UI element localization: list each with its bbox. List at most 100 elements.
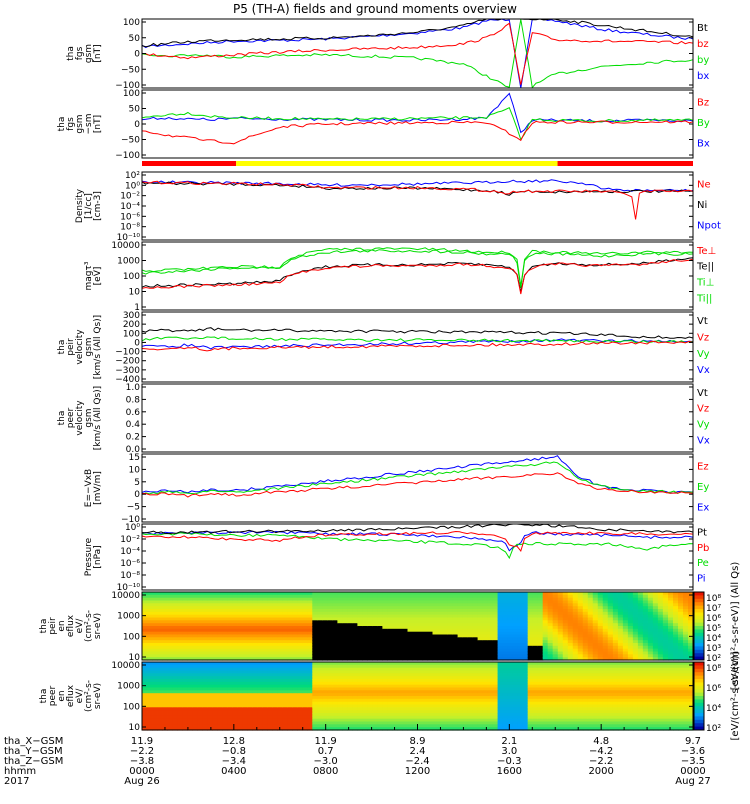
heatmap-cell	[508, 654, 514, 657]
heatmap-cell	[678, 629, 684, 632]
heatmap-cell	[162, 646, 168, 649]
heatmap-cell	[653, 595, 659, 598]
heatmap-cell	[428, 707, 434, 710]
heatmap-cell	[297, 637, 303, 640]
heatmap-cell	[217, 629, 223, 632]
heatmap-cell	[518, 716, 524, 719]
plot-title: P5 (TH-A) fields and ground moments over…	[233, 2, 517, 16]
heatmap-cell	[488, 716, 494, 719]
heatmap-cell	[172, 707, 178, 710]
heatmap-cell	[367, 620, 373, 623]
heatmap-cell	[658, 629, 664, 632]
heatmap-cell	[212, 654, 218, 657]
heatmap-cell	[663, 612, 669, 615]
heatmap-cell	[403, 637, 409, 640]
heatmap-cell	[352, 716, 358, 719]
heatmap-cell	[302, 716, 308, 719]
heatmap-cell	[523, 673, 529, 676]
heatmap-cell	[438, 699, 444, 702]
heatmap-cell	[142, 637, 148, 640]
heatmap-cell	[322, 629, 328, 632]
heatmap-cell	[643, 646, 649, 649]
heatmap-cell	[418, 620, 424, 623]
heatmap-cell	[247, 654, 253, 657]
heatmap-cell	[413, 612, 419, 615]
heatmap-cell	[187, 690, 193, 693]
heatmap-cell	[317, 654, 323, 657]
heatmap-cell	[543, 673, 549, 676]
y-tick-label: 50	[129, 34, 141, 44]
heatmap-cell	[302, 603, 308, 606]
heatmap-cell	[418, 690, 424, 693]
heatmap-cell	[212, 665, 218, 668]
heatmap-cell	[393, 707, 399, 710]
heatmap-cell	[382, 682, 388, 685]
colorbar-cell	[694, 619, 704, 623]
heatmap-cell	[488, 654, 494, 657]
heatmap-cell	[307, 637, 313, 640]
heatmap-cell	[458, 637, 464, 640]
heatmap-cell	[643, 612, 649, 615]
heatmap-cell	[247, 637, 253, 640]
heatmap-cell	[593, 646, 599, 649]
heatmap-cell	[387, 595, 393, 598]
heatmap-cell	[443, 707, 449, 710]
ylabel-efield: E=−VxB[mV/m]	[84, 469, 103, 507]
heatmap-cell	[177, 707, 183, 710]
heatmap-cell	[152, 716, 158, 719]
mode-bar-segment-slow	[236, 161, 557, 166]
heatmap-cell	[317, 707, 323, 710]
heatmap-cell	[578, 646, 584, 649]
heatmap-cell	[352, 690, 358, 693]
heatmap-cell	[463, 665, 469, 668]
heatmap-cell	[483, 690, 489, 693]
ylabel-pressure: Pressure[nPa]	[84, 537, 103, 576]
heatmap-cell	[478, 724, 484, 727]
heatmap-cell	[533, 673, 539, 676]
heatmap-cell	[352, 603, 358, 606]
heatmap-cell	[498, 690, 504, 693]
heatmap-cell	[377, 620, 383, 623]
heatmap-cell	[578, 637, 584, 640]
heatmap-cell	[553, 654, 559, 657]
heatmap-cell	[242, 707, 248, 710]
heatmap-cell	[458, 612, 464, 615]
heatmap-cell	[297, 629, 303, 632]
heatmap-cell	[167, 690, 173, 693]
heatmap-cell	[197, 707, 203, 710]
heatmap-cell	[192, 699, 198, 702]
heatmap-cell	[563, 637, 569, 640]
heatmap-cell	[483, 699, 489, 702]
heatmap-cell	[403, 673, 409, 676]
heatmap-cell	[352, 682, 358, 685]
mode-bar-segment-fast	[558, 161, 693, 166]
heatmap-cell	[593, 612, 599, 615]
heatmap-cell	[302, 595, 308, 598]
heatmap-cell	[347, 629, 353, 632]
heatmap-cell	[312, 690, 318, 693]
heatmap-cell	[162, 603, 168, 606]
heatmap-cell	[312, 716, 318, 719]
heatmap-cell	[398, 699, 404, 702]
heatmap-cell	[207, 620, 213, 623]
heatmap-cell	[633, 595, 639, 598]
heatmap-cell	[498, 595, 504, 598]
heatmap-cell	[633, 637, 639, 640]
heatmap-cell	[232, 603, 238, 606]
heatmap-cell	[513, 646, 519, 649]
heatmap-cell	[282, 629, 288, 632]
heatmap-cell	[528, 603, 534, 606]
heatmap-cell	[503, 629, 509, 632]
heatmap-cell	[548, 629, 554, 632]
heatmap-cell	[262, 673, 268, 676]
heatmap-cell	[448, 646, 454, 649]
heatmap-cell	[347, 646, 353, 649]
heatmap-cell	[352, 699, 358, 702]
heatmap-cell	[207, 690, 213, 693]
heatmap-cell	[678, 595, 684, 598]
panel-background	[142, 19, 693, 88]
heatmap-cell	[423, 699, 429, 702]
heatmap-cell	[297, 707, 303, 710]
heatmap-cell	[242, 620, 248, 623]
